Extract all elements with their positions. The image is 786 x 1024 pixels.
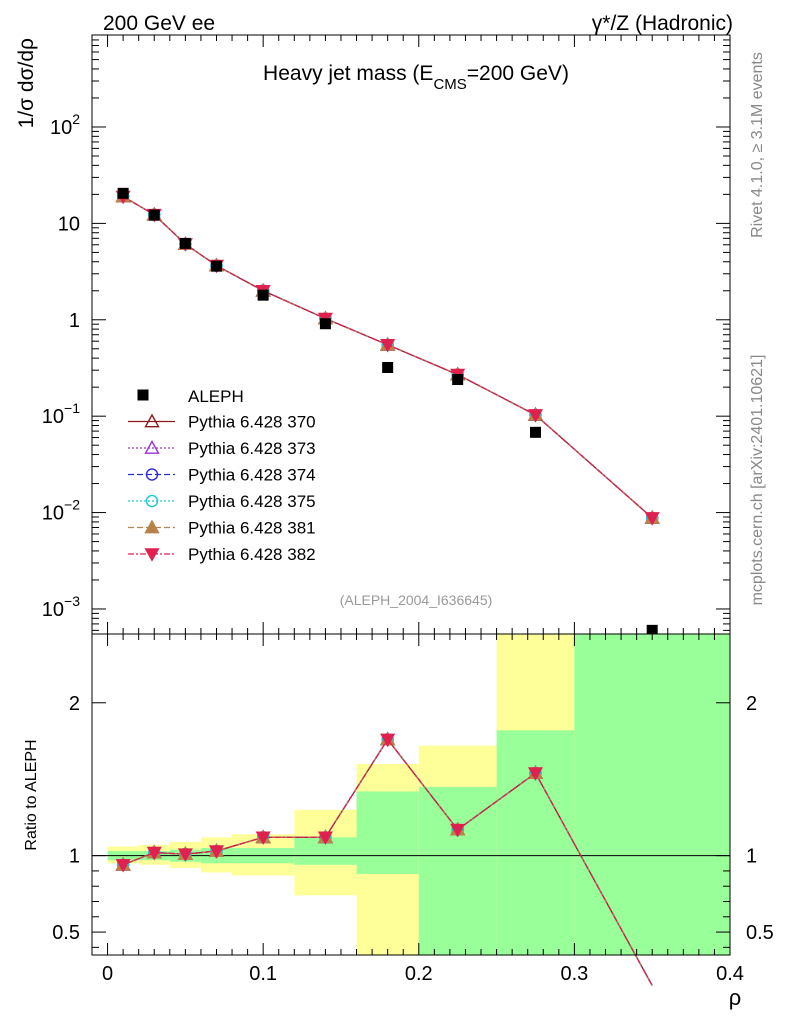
ratio-marker: [317, 831, 333, 846]
rivet-version-label: Rivet 4.1.0, ≥ 3.1M events: [749, 52, 766, 238]
ratio-axis-ticks: [92, 634, 731, 955]
ratio-y-tick-label-right: 1: [746, 846, 757, 868]
ratio-panel: 0 0.1 0.2 0.3 0.40.5 0.51 12 2 Ratio to ALEPH ρ: [23, 633, 774, 1010]
main-panel: 10−3 10−2 10−1 1 10 102 1/σ dσ/dρ Heavy jet m…: [15, 34, 731, 636]
x-axis-label: ρ: [729, 985, 742, 1010]
aleph-data-point: [117, 187, 129, 199]
legend-marker: [144, 440, 160, 454]
legend-label: Pythia 6.428 381: [188, 519, 316, 538]
ratio-marker: [115, 859, 131, 873]
y-tick-label: 10−1: [42, 400, 80, 428]
ratio-marker: [255, 831, 271, 846]
x-tick-label: 0.2: [405, 963, 433, 985]
ratio-panel-frame: [91, 633, 731, 956]
ratio-tick-labels: 0 0.1 0.2 0.3 0.40.5 0.51 12 2: [52, 693, 774, 985]
ratio-y-tick-label: 0.5: [52, 922, 80, 944]
aleph-data-point: [529, 426, 541, 438]
ratio-marker: [380, 733, 396, 748]
legend-label: Pythia 6.428 382: [188, 545, 316, 564]
legend-label: Pythia 6.428 375: [188, 492, 316, 511]
ratio-band-green: [574, 634, 730, 955]
x-tick-label: 0.3: [560, 963, 588, 985]
aleph-data-point: [179, 237, 191, 249]
analysis-id-label: (ALEPH_2004_I636645): [340, 592, 493, 608]
header-right: γ*/Z (Hadronic): [592, 12, 733, 35]
mc-marker: [380, 339, 396, 353]
aleph-data-point: [257, 289, 269, 301]
aleph-data-point: [452, 374, 464, 386]
main-y-axis-label: 1/σ dσ/dρ: [15, 38, 38, 128]
aleph-data-point: [319, 318, 331, 330]
ratio-uncertainty-bands: [107, 634, 730, 955]
aleph-data-point: [646, 624, 658, 636]
legend-label: Pythia 6.428 374: [188, 466, 316, 485]
ratio-marker: [527, 767, 544, 781]
ratio-band-green: [356, 791, 419, 874]
chart-title: Heavy jet mass (ECMS=200 GeV): [263, 62, 569, 93]
ratio-y-axis-label: Ratio to ALEPH: [23, 739, 40, 850]
ratio-marker: [450, 823, 466, 838]
legend-marker: [144, 519, 160, 534]
ratio-series-line: [122, 738, 653, 986]
header-left: 200 GeV ee: [103, 12, 215, 35]
ratio-band-green: [418, 786, 497, 955]
x-tick-label: 0: [102, 963, 113, 985]
ratio-marker: [208, 845, 225, 859]
legend-marker: [145, 494, 159, 508]
legend-label: Pythia 6.428 373: [188, 439, 316, 458]
y-tick-label: 10−3: [42, 593, 80, 621]
ratio-y-tick-label-right: 2: [746, 693, 757, 715]
x-tick-label: 0.1: [249, 963, 277, 985]
y-tick-label: 10: [58, 213, 80, 235]
mc-series-line: [122, 195, 653, 519]
main-y-tick-labels: 10−3 10−2 10−1 1 10 102: [42, 111, 80, 621]
legend-label: Pythia 6.428 370: [188, 413, 316, 432]
legend-marker: [144, 413, 160, 428]
mc-marker: [644, 512, 660, 526]
ratio-y-tick-label-right: 0.5: [746, 922, 774, 944]
mcplots-label: mcplots.cern.ch [arXiv:2401.10621]: [749, 355, 766, 606]
aleph-data-point: [210, 260, 222, 272]
legend-marker: [144, 548, 160, 562]
legend: ALEPH Pythia 6.428 370 Pythia 6.428 373 Pyt…: [128, 387, 316, 564]
legend-marker-aleph: [137, 389, 149, 401]
aleph-data-point: [382, 361, 394, 373]
ratio-series-layer: [115, 731, 653, 986]
main-axis-ticks: [92, 34, 731, 634]
ratio-marker: [146, 846, 162, 861]
ratio-marker: [177, 848, 193, 862]
ratio-y-tick-label: 2: [69, 693, 80, 715]
mc-marker: [527, 409, 544, 423]
aleph-data-point: [148, 209, 160, 221]
y-tick-label: 10−2: [42, 497, 80, 525]
main-data-layer: [117, 187, 658, 636]
y-tick-label: 1: [69, 310, 80, 332]
y-tick-label: 102: [50, 111, 80, 139]
legend-label-aleph: ALEPH: [188, 387, 244, 406]
ratio-band-green: [496, 730, 575, 955]
legend-marker: [145, 468, 159, 481]
x-tick-label: 0.4: [716, 963, 744, 985]
ratio-y-tick-label: 1: [69, 846, 80, 868]
